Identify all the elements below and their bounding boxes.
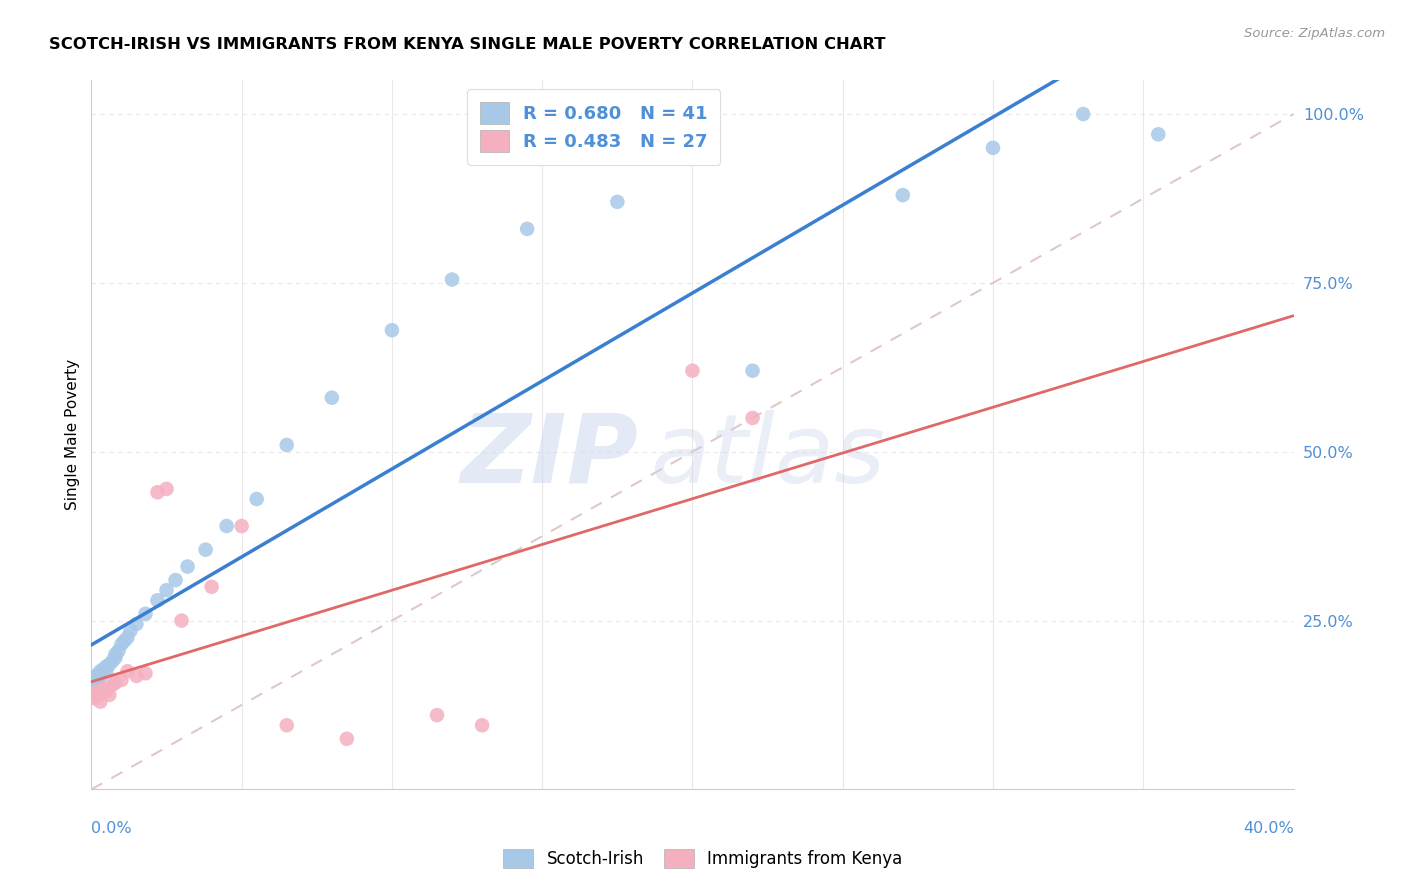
- Point: [176, 559, 198, 574]
- Point: [98, 688, 121, 702]
- Point: [134, 666, 156, 681]
- Point: [117, 664, 139, 679]
- Point: [96, 659, 118, 673]
- Text: SCOTCH-IRISH VS IMMIGRANTS FROM KENYA SINGLE MALE POVERTY CORRELATION CHART: SCOTCH-IRISH VS IMMIGRANTS FROM KENYA SI…: [49, 37, 886, 53]
- Point: [110, 637, 132, 651]
- Point: [741, 364, 763, 378]
- Legend: Scotch-Irish, Immigrants from Kenya: Scotch-Irish, Immigrants from Kenya: [496, 842, 910, 875]
- Point: [246, 491, 269, 506]
- Point: [194, 542, 217, 557]
- Point: [83, 671, 105, 685]
- Point: [1147, 128, 1170, 142]
- Point: [89, 686, 111, 700]
- Point: [86, 673, 108, 687]
- Point: [98, 657, 121, 672]
- Point: [125, 669, 148, 683]
- Point: [83, 678, 105, 692]
- Point: [215, 519, 238, 533]
- Point: [276, 438, 298, 452]
- Point: [471, 718, 494, 732]
- Point: [93, 666, 115, 681]
- Point: [104, 648, 127, 662]
- Point: [981, 141, 1004, 155]
- Point: [93, 662, 115, 676]
- Point: [1071, 107, 1094, 121]
- Point: [117, 631, 139, 645]
- Point: [516, 222, 538, 236]
- Point: [681, 364, 703, 378]
- Text: atlas: atlas: [651, 409, 886, 502]
- Point: [170, 614, 193, 628]
- Point: [89, 664, 111, 679]
- Point: [606, 194, 628, 209]
- Point: [83, 674, 105, 689]
- Point: [155, 482, 177, 496]
- Point: [146, 593, 169, 607]
- Point: [120, 624, 142, 638]
- Point: [321, 391, 343, 405]
- Text: 0.0%: 0.0%: [91, 822, 132, 837]
- Point: [83, 688, 105, 702]
- Text: ZIP: ZIP: [461, 409, 638, 502]
- Point: [134, 607, 156, 621]
- Point: [891, 188, 914, 202]
- Point: [155, 583, 177, 598]
- Point: [125, 617, 148, 632]
- Point: [276, 718, 298, 732]
- Text: 40.0%: 40.0%: [1243, 822, 1294, 837]
- Point: [83, 691, 105, 706]
- Point: [93, 682, 115, 697]
- Point: [381, 323, 404, 337]
- Point: [101, 678, 124, 692]
- Text: Source: ZipAtlas.com: Source: ZipAtlas.com: [1244, 27, 1385, 40]
- Legend: R = 0.680   N = 41, R = 0.483   N = 27: R = 0.680 N = 41, R = 0.483 N = 27: [467, 89, 720, 165]
- Point: [165, 573, 187, 587]
- Point: [101, 654, 124, 668]
- Point: [86, 684, 108, 698]
- Point: [86, 667, 108, 681]
- Point: [201, 580, 224, 594]
- Point: [104, 650, 127, 665]
- Point: [146, 485, 169, 500]
- Point: [741, 411, 763, 425]
- Point: [114, 633, 136, 648]
- Point: [426, 708, 449, 723]
- Point: [96, 684, 118, 698]
- Point: [89, 695, 111, 709]
- Point: [89, 669, 111, 683]
- Point: [96, 664, 118, 679]
- Point: [110, 673, 132, 687]
- Point: [86, 690, 108, 704]
- Point: [96, 681, 118, 695]
- Point: [231, 519, 253, 533]
- Point: [86, 675, 108, 690]
- Point: [336, 731, 359, 746]
- Point: [104, 675, 127, 690]
- Y-axis label: Single Male Poverty: Single Male Poverty: [65, 359, 80, 510]
- Point: [107, 644, 129, 658]
- Point: [440, 272, 463, 286]
